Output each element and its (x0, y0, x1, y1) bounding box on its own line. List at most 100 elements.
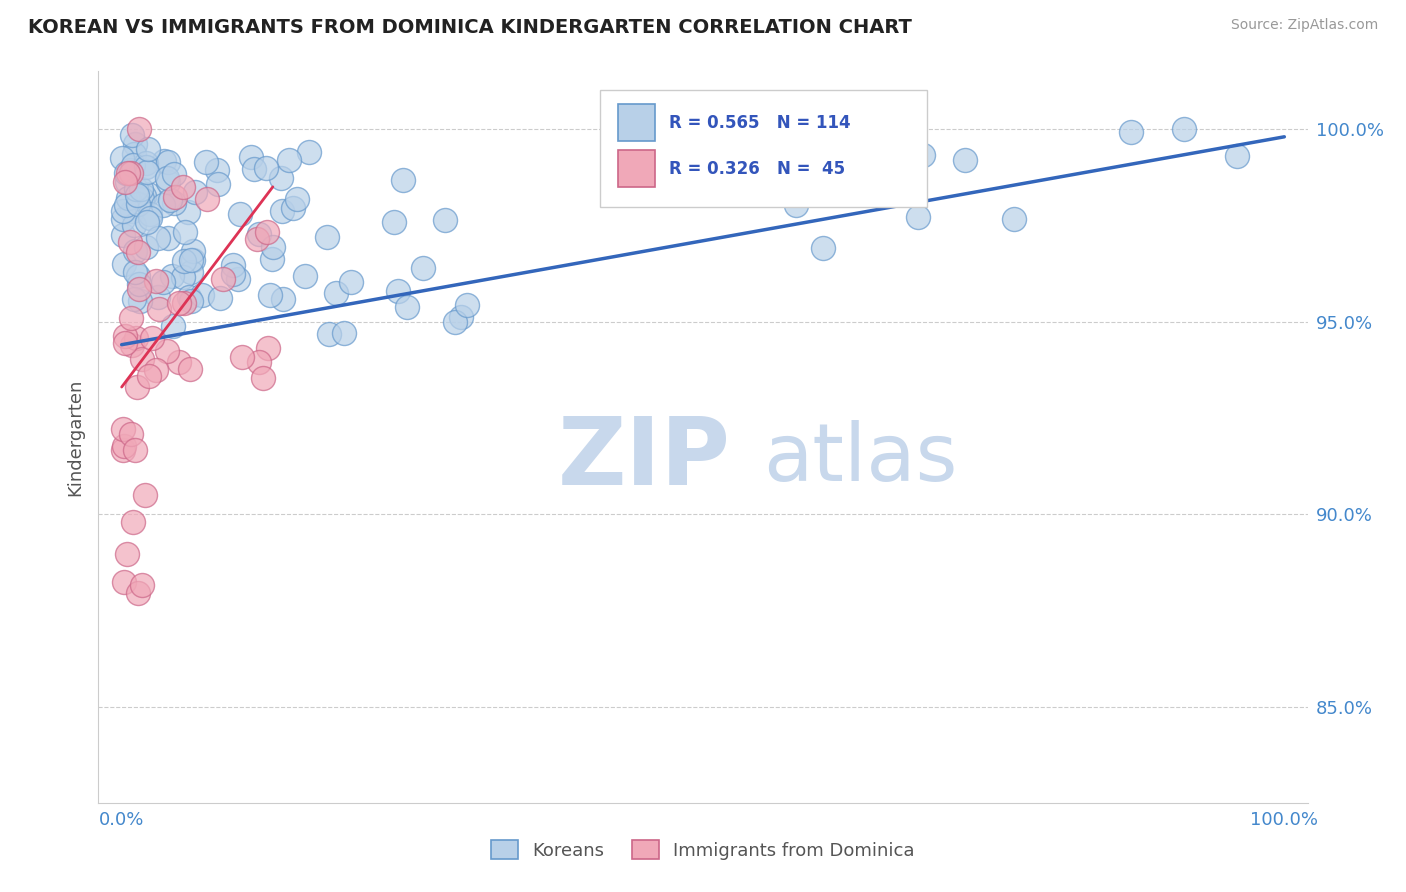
Point (148, 290, 170, 304)
Point (112, 257, 135, 271)
Point (231, 350, 253, 364)
Point (222, 268, 245, 282)
Point (205, 163, 228, 178)
Point (124, 265, 146, 279)
Text: ZIP: ZIP (558, 413, 731, 505)
Point (332, 326, 354, 340)
Point (155, 170, 177, 185)
Point (111, 204, 134, 219)
Point (115, 166, 138, 180)
Text: R = 0.326   N =  45: R = 0.326 N = 45 (669, 160, 845, 178)
Point (173, 253, 195, 268)
Point (127, 586, 149, 600)
Point (129, 293, 152, 308)
Text: atlas: atlas (763, 420, 957, 498)
Text: KOREAN VS IMMIGRANTS FROM DOMINICA KINDERGARTEN CORRELATION CHART: KOREAN VS IMMIGRANTS FROM DOMINICA KINDE… (28, 18, 912, 37)
Point (114, 336, 136, 351)
Text: Source: ZipAtlas.com: Source: ZipAtlas.com (1230, 18, 1378, 32)
Point (1121, 125, 1143, 139)
Point (163, 190, 186, 204)
Point (156, 175, 179, 189)
Point (172, 180, 194, 194)
Point (132, 189, 155, 203)
Point (239, 151, 262, 165)
Point (316, 229, 339, 244)
Point (162, 269, 184, 284)
Point (179, 362, 201, 376)
Point (260, 252, 283, 266)
Point (156, 343, 179, 358)
Point (121, 128, 143, 142)
Point (145, 363, 167, 377)
Point (195, 192, 218, 206)
Point (181, 253, 204, 268)
Point (174, 225, 197, 239)
Point (135, 161, 157, 175)
Point (434, 213, 457, 227)
Point (247, 227, 270, 242)
Point (177, 290, 200, 304)
Point (135, 240, 157, 254)
Point (115, 547, 138, 561)
Point (139, 206, 162, 220)
Point (955, 153, 977, 168)
Point (298, 145, 321, 160)
Point (254, 161, 277, 175)
Point (115, 198, 138, 212)
Point (138, 368, 160, 383)
Point (121, 338, 143, 352)
Point (456, 298, 478, 312)
Point (157, 231, 180, 245)
Point (173, 296, 195, 310)
Point (115, 175, 138, 189)
Point (294, 269, 316, 284)
Point (444, 315, 467, 329)
Point (156, 155, 179, 169)
Point (318, 326, 340, 341)
Point (262, 240, 284, 254)
Point (339, 275, 361, 289)
Point (270, 204, 292, 219)
Point (382, 214, 405, 228)
Point (184, 185, 207, 199)
Point (898, 169, 921, 183)
Point (259, 288, 281, 302)
Point (148, 301, 170, 316)
Point (114, 328, 136, 343)
Point (247, 355, 270, 369)
Point (450, 310, 472, 325)
Point (209, 291, 232, 305)
Point (131, 192, 153, 206)
Point (131, 577, 153, 591)
Point (118, 235, 141, 249)
Point (112, 575, 135, 590)
Point (754, 168, 776, 182)
Point (127, 245, 149, 260)
Point (177, 204, 200, 219)
Legend: Koreans, Immigrants from Dominica: Koreans, Immigrants from Dominica (491, 840, 915, 860)
Point (270, 170, 292, 185)
Point (827, 159, 849, 173)
Point (325, 285, 347, 300)
Point (191, 288, 214, 302)
Point (180, 265, 202, 279)
Point (271, 292, 294, 306)
Point (207, 177, 229, 191)
Point (127, 196, 149, 211)
Point (226, 272, 249, 286)
Point (120, 426, 142, 441)
Y-axis label: Kindergarten: Kindergarten (66, 378, 84, 496)
Point (811, 241, 834, 255)
Point (128, 121, 150, 136)
Point (785, 197, 807, 211)
Point (172, 270, 194, 285)
Point (121, 203, 143, 218)
Point (212, 271, 235, 285)
Point (152, 198, 174, 212)
Point (136, 143, 159, 157)
Point (392, 172, 415, 186)
Point (907, 211, 929, 225)
Point (117, 191, 139, 205)
Point (152, 275, 174, 289)
Point (129, 182, 152, 196)
